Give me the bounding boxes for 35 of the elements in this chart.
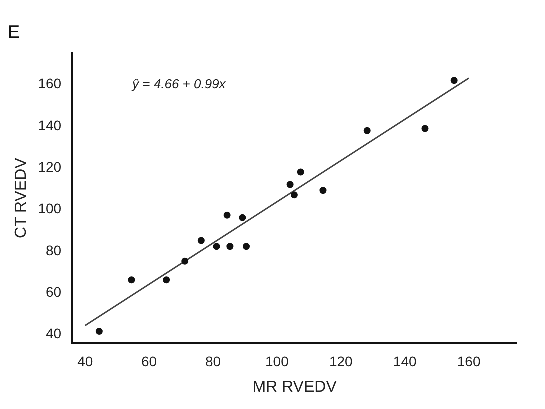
point xyxy=(198,237,205,244)
x-tick-label: 120 xyxy=(329,353,354,370)
x-axis-title: MR RVEDV xyxy=(252,378,338,396)
y-tick-label: 140 xyxy=(38,117,62,134)
point xyxy=(320,187,327,194)
point xyxy=(224,212,231,219)
point xyxy=(96,328,103,336)
y-tick-label: 40 xyxy=(46,326,62,342)
y-tick-label: 80 xyxy=(46,242,62,258)
x-tick-label: 100 xyxy=(266,353,290,370)
chart-title: E xyxy=(8,22,20,42)
y-tick-label: 100 xyxy=(38,200,62,217)
x-tick-label: 140 xyxy=(393,353,417,370)
y-axis-title: CT RVEDV xyxy=(13,158,30,238)
y-tick-label: 60 xyxy=(46,284,62,300)
point xyxy=(450,77,458,84)
point xyxy=(290,192,298,199)
x-tick-label: 40 xyxy=(78,353,94,370)
x-tick-label: 60 xyxy=(142,353,158,370)
point xyxy=(213,243,220,250)
annotation: ŷ = 4.66 + 0.99x xyxy=(132,76,226,92)
y-tick-label: 120 xyxy=(38,158,62,175)
point xyxy=(182,258,189,265)
point xyxy=(239,214,246,222)
point xyxy=(128,276,136,284)
point xyxy=(297,168,304,176)
x-tick-label: 80 xyxy=(205,353,222,370)
point xyxy=(163,276,170,284)
point xyxy=(422,125,429,132)
x-tick-label: 160 xyxy=(457,353,481,370)
y-tick-label: 160 xyxy=(38,76,62,92)
point xyxy=(286,181,294,188)
point xyxy=(364,127,371,134)
point xyxy=(226,243,234,250)
point xyxy=(243,243,250,250)
